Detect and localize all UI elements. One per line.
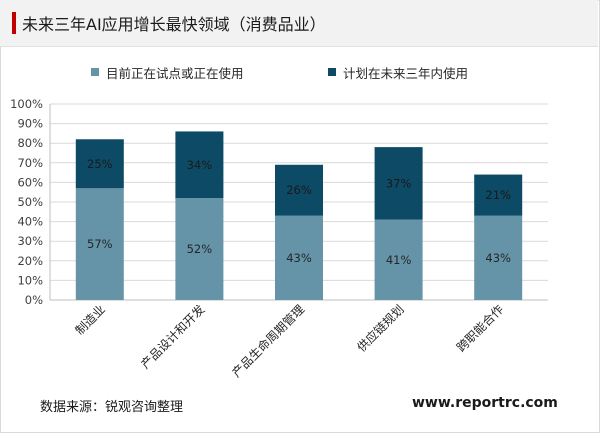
bar-current xyxy=(175,198,224,300)
x-category-label: 产品设计和开发 xyxy=(138,302,208,372)
y-tick-label: 90% xyxy=(17,117,43,131)
y-tick-label: 70% xyxy=(17,156,43,170)
legend-swatch-planned xyxy=(328,68,336,76)
data-label: 43% xyxy=(286,251,312,265)
data-label: 34% xyxy=(187,158,213,172)
title-bar: 未来三年AI应用增长最快领域（消费品业） xyxy=(0,0,598,47)
bar-current xyxy=(75,188,124,300)
x-category-label: 供应链规划 xyxy=(354,302,407,355)
bar-planned xyxy=(275,164,323,216)
chart-title: 未来三年AI应用增长最快领域（消费品业） xyxy=(22,15,326,34)
data-label: 57% xyxy=(87,237,113,251)
bar-planned xyxy=(374,147,423,220)
data-label: 26% xyxy=(286,183,312,197)
bar-current xyxy=(474,215,523,300)
legend-label-planned: 计划在未来三年内使用 xyxy=(343,65,469,81)
legend-swatch-current xyxy=(91,68,99,76)
x-category-label: 产品生命周期管理 xyxy=(229,302,307,380)
data-label: 52% xyxy=(187,242,213,256)
y-tick-label: 80% xyxy=(17,136,43,150)
data-label: 41% xyxy=(386,253,412,267)
legend-label-current: 目前正在试点或正在使用 xyxy=(106,65,244,81)
y-tick-label: 50% xyxy=(17,195,43,209)
x-category-label: 跨职能合作 xyxy=(453,302,506,355)
y-tick-label: 0% xyxy=(25,293,43,307)
legend-item-current: 目前正在试点或正在使用 xyxy=(91,64,244,81)
y-tick-label: 20% xyxy=(17,254,43,268)
legend-item-planned: 计划在未来三年内使用 xyxy=(328,64,469,81)
x-category-label: 制造业 xyxy=(73,302,108,337)
y-tick-label: 30% xyxy=(17,234,43,248)
data-source-note: 数据来源：锐观咨询整理 xyxy=(40,400,184,415)
y-tick-label: 40% xyxy=(17,215,43,229)
y-tick-label: 60% xyxy=(17,175,43,189)
y-tick-label: 10% xyxy=(17,273,43,287)
data-label: 21% xyxy=(485,188,511,202)
bar-planned xyxy=(175,131,224,199)
data-label: 37% xyxy=(386,176,412,190)
website-url: www.reportrc.com xyxy=(412,395,558,411)
data-label: 43% xyxy=(485,251,511,265)
bar-planned xyxy=(75,139,124,189)
bar-current xyxy=(275,215,323,300)
title-accent-bar xyxy=(12,12,16,34)
y-tick-label: 100% xyxy=(10,97,43,111)
bar-current xyxy=(374,219,423,300)
data-label: 25% xyxy=(87,157,113,171)
bar-planned xyxy=(474,174,523,216)
